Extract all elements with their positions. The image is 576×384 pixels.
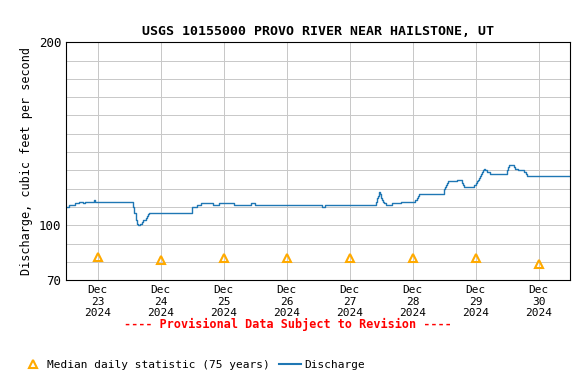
Y-axis label: Discharge, cubic feet per second: Discharge, cubic feet per second xyxy=(20,47,33,275)
Text: ---- Provisional Data Subject to Revision ----: ---- Provisional Data Subject to Revisio… xyxy=(124,318,452,331)
Title: USGS 10155000 PROVO RIVER NEAR HAILSTONE, UT: USGS 10155000 PROVO RIVER NEAR HAILSTONE… xyxy=(142,25,494,38)
Legend: Median daily statistic (75 years), Discharge: Median daily statistic (75 years), Disch… xyxy=(17,356,369,375)
